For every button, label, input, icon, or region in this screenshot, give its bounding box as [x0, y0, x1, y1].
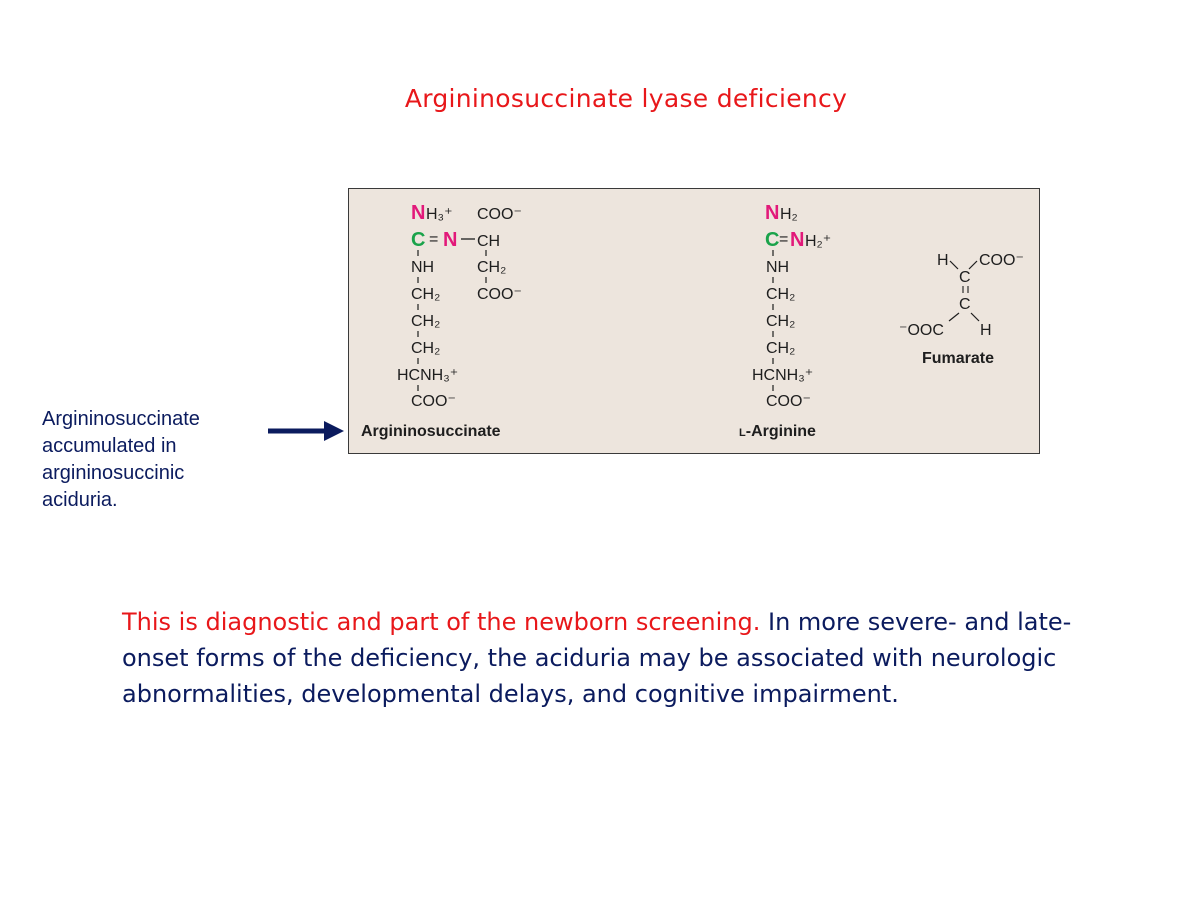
chemical-structures-svg: N H₃⁺ COO⁻ C = N CH NH CH₂ CH₂ COO⁻ CH₂ …	[361, 202, 1024, 440]
nh2-plus-group: H₂⁺	[805, 233, 831, 250]
ch2-group: CH₂	[411, 313, 440, 330]
carbon-atom: C	[765, 229, 779, 251]
coo-group: COO⁻	[477, 206, 522, 223]
nitrogen-atom: N	[443, 229, 457, 251]
compound-label: Fumarate	[922, 350, 994, 367]
nitrogen-atom: N	[790, 229, 804, 251]
nh3-group: H₃⁺	[426, 206, 453, 223]
carbon-atom: C	[959, 296, 971, 313]
double-bond-symbol: =	[779, 231, 788, 248]
carbon-atom: C	[411, 229, 425, 251]
argininosuccinate-structure: N H₃⁺ COO⁻ C = N CH NH CH₂ CH₂ COO⁻ CH₂ …	[361, 202, 522, 440]
coo-group: COO⁻	[477, 286, 522, 303]
nh2-group: H₂	[780, 206, 798, 223]
h-atom: H	[937, 252, 949, 269]
fumarate-structure: H COO⁻ C C ⁻OOC H Fumarate	[899, 252, 1024, 367]
body-paragraph: This is diagnostic and part of the newbo…	[122, 604, 1102, 712]
compound-label: L-Arginine	[739, 423, 816, 440]
structure-panel: N H₃⁺ COO⁻ C = N CH NH CH₂ CH₂ COO⁻ CH₂ …	[348, 188, 1040, 454]
arrow-right-icon	[268, 421, 344, 441]
carbon-atom: C	[959, 269, 971, 286]
coo-group: COO⁻	[766, 393, 811, 410]
ch2-group: CH₂	[766, 340, 795, 357]
slide-title: Argininosuccinate lyase deficiency	[404, 84, 848, 113]
nh-group: NH	[766, 259, 789, 276]
nitrogen-atom: N	[411, 202, 425, 224]
ooc-group: ⁻OOC	[899, 322, 944, 339]
nitrogen-atom: N	[765, 202, 779, 224]
body-rest: In more severe- and late-onset forms of …	[122, 608, 1072, 708]
ch2-group: CH₂	[477, 259, 506, 276]
ch2-group: CH₂	[411, 340, 440, 357]
compound-label: Argininosuccinate	[361, 423, 501, 440]
coo-group: COO⁻	[979, 252, 1024, 269]
arginine-structure: N H₂ C = N H₂⁺ NH CH₂ CH₂ CH₂ HCNH₃⁺ COO…	[739, 202, 831, 440]
body-highlight: This is diagnostic and part of the newbo…	[122, 608, 761, 636]
double-bond-symbol: =	[429, 231, 438, 248]
ch-group: CH	[477, 233, 500, 250]
hcnh3-group: HCNH₃⁺	[752, 367, 813, 384]
h-atom: H	[980, 322, 992, 339]
coo-group: COO⁻	[411, 393, 456, 410]
ch2-group: CH₂	[411, 286, 440, 303]
l-prefix: L	[739, 427, 746, 439]
side-caption: Argininosuccinate accumulated in arginin…	[42, 408, 200, 511]
arginine-name: -Arginine	[746, 423, 816, 440]
hcnh3-group: HCNH₃⁺	[397, 367, 458, 384]
ch2-group: CH₂	[766, 286, 795, 303]
ch2-group: CH₂	[766, 313, 795, 330]
nh-group: NH	[411, 259, 434, 276]
